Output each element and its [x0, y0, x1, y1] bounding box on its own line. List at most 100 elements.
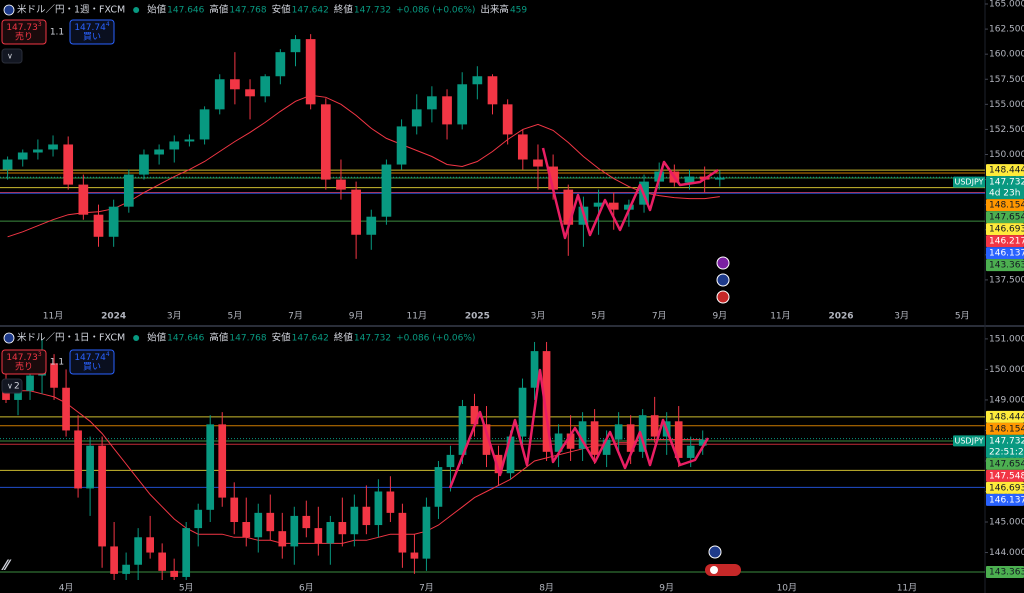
button-price[interactable]: 147.733: [6, 351, 42, 363]
price-label-box: [986, 199, 1024, 212]
button-price[interactable]: 147.744: [74, 351, 110, 363]
candle-body: [320, 104, 331, 180]
candle-body: [578, 421, 587, 449]
candle-body: [14, 390, 22, 400]
candle-body: [614, 424, 623, 440]
candle-body: [530, 351, 539, 388]
button-label[interactable]: 買い: [83, 32, 101, 43]
x-tick-label: 7月: [288, 311, 303, 322]
price-label-box: [986, 247, 1024, 260]
candle-body: [398, 512, 407, 553]
price-label: 148.154: [989, 424, 1024, 434]
button-frame[interactable]: [1, 19, 47, 45]
candle-body: [314, 528, 323, 544]
button-label[interactable]: 売り: [15, 31, 33, 43]
candle-body: [302, 515, 311, 529]
countdown: 4d 23h: [989, 189, 1020, 199]
price[interactable]: 147.74: [74, 353, 106, 363]
candle-body: [2, 159, 13, 170]
price-label: 143.363: [989, 261, 1024, 271]
collapsed-count[interactable]: 2: [14, 382, 20, 392]
price-label: 147.732: [989, 178, 1024, 188]
spread: 1.1: [50, 358, 64, 368]
x-tick-label: 8月: [539, 583, 554, 593]
candle-body: [411, 109, 422, 127]
button-label[interactable]: 売り: [15, 361, 33, 373]
candle-body: [366, 216, 377, 235]
candle-body: [351, 189, 361, 235]
price-label-box: [986, 410, 1024, 423]
button-label[interactable]: 買い: [83, 362, 101, 373]
price-label-box: [986, 164, 1024, 177]
candle-body: [74, 430, 82, 489]
logo[interactable]: ⁄⁄: [1, 558, 12, 574]
header-text: 147.642: [292, 334, 329, 344]
candle-body: [410, 552, 419, 559]
price[interactable]: 147.73: [6, 23, 38, 33]
candle-body: [305, 39, 316, 105]
pip[interactable]: 4: [106, 351, 110, 358]
candle-body: [98, 445, 106, 547]
candle-body: [26, 375, 34, 391]
price-label: 146.137: [989, 495, 1024, 505]
candle-body: [427, 96, 437, 110]
candle-body: [290, 515, 299, 547]
spread: 1.1: [50, 28, 64, 38]
candle-body: [608, 202, 619, 210]
pip[interactable]: 4: [106, 21, 110, 28]
button-frame[interactable]: [69, 349, 115, 375]
candle-body: [381, 164, 392, 217]
y-tick-label: 137.500: [989, 275, 1024, 285]
candle-body: [482, 424, 491, 455]
header-text: 147.642: [292, 6, 329, 16]
button-frame[interactable]: [69, 19, 115, 45]
x-tick-label: 6月: [299, 583, 314, 593]
x-tick-label: 7月: [652, 311, 667, 322]
candle-body: [290, 39, 301, 53]
chevron[interactable]: ∨: [7, 382, 13, 391]
button-price[interactable]: 147.744: [74, 21, 110, 33]
event-icon[interactable]: [708, 545, 722, 559]
price[interactable]: 147.73: [6, 353, 38, 363]
plot-area: [0, 338, 985, 580]
x-tick-label: 9月: [659, 583, 674, 593]
candle-body: [326, 522, 335, 544]
candle-body: [108, 206, 119, 237]
y-tick-label: 150.000: [989, 365, 1024, 375]
price-label-box: [986, 223, 1024, 236]
candle-body: [714, 177, 725, 180]
candle-body: [470, 406, 479, 425]
pip[interactable]: 3: [38, 351, 42, 358]
logo-mark[interactable]: ⁄⁄: [1, 558, 12, 574]
price-label-box: [986, 176, 1024, 200]
price-label: 146.693: [989, 225, 1024, 235]
header-text: 459: [510, 6, 527, 16]
price-label-box: [986, 457, 1024, 470]
drawing: [448, 368, 710, 489]
candle-body: [593, 202, 604, 207]
x-tick-label: 9月: [349, 311, 364, 322]
event-icon[interactable]: [716, 273, 730, 287]
drawing: [541, 147, 719, 240]
collapse-button[interactable]: ∨ 2: [1, 378, 23, 394]
event-icon[interactable]: [716, 290, 730, 304]
header-text: 高値: [209, 332, 229, 344]
chevron[interactable]: ∨: [7, 52, 13, 61]
button-frame[interactable]: [1, 349, 47, 375]
button-frame[interactable]: [1, 48, 23, 64]
candle-body: [260, 76, 271, 97]
candle-body: [218, 424, 227, 498]
y-tick-label: 150.000: [989, 150, 1024, 160]
y-tick-label: 145.000: [989, 518, 1024, 528]
collapse-button[interactable]: ∨: [1, 48, 23, 64]
price[interactable]: 147.74: [74, 23, 106, 33]
button-frame[interactable]: [1, 378, 23, 394]
pip[interactable]: 3: [38, 21, 42, 28]
button-price[interactable]: 147.733: [6, 21, 42, 33]
event-icon[interactable]: [716, 256, 730, 270]
event-icons[interactable]: [705, 256, 741, 576]
